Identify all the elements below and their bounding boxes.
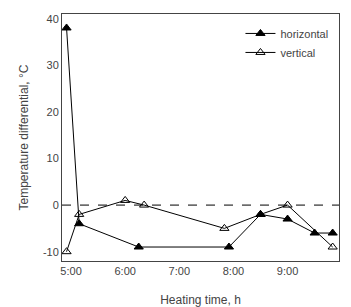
svg-text:8:00: 8:00 [223,265,244,277]
svg-text:Temperature differential, °C: Temperature differential, °C [17,64,31,210]
svg-text:vertical: vertical [280,47,315,59]
svg-text:0: 0 [53,199,59,211]
svg-text:10: 10 [47,152,59,164]
svg-text:5:00: 5:00 [60,265,81,277]
svg-text:6:00: 6:00 [114,265,135,277]
svg-text:-10: -10 [43,246,59,258]
svg-text:30: 30 [47,59,59,71]
svg-text:7:00: 7:00 [169,265,190,277]
svg-text:20: 20 [47,106,59,118]
svg-text:horizontal: horizontal [280,28,328,40]
svg-text:40: 40 [47,13,59,25]
svg-text:Heating time, h: Heating time, h [160,293,241,307]
svg-text:9:00: 9:00 [277,265,298,277]
